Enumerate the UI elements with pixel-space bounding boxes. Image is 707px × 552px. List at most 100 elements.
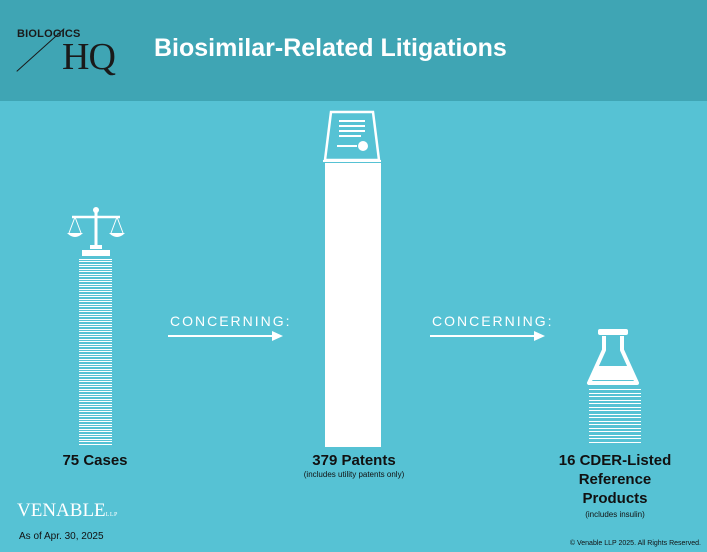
stack-line	[325, 290, 381, 291]
stack-line	[325, 296, 381, 297]
stack-line	[325, 351, 381, 352]
stack-line	[325, 178, 381, 180]
stack-line	[325, 217, 381, 219]
stack-line	[325, 384, 381, 386]
stack-line	[325, 300, 381, 302]
stack-line	[325, 333, 381, 335]
arrow-right-icon	[168, 331, 283, 341]
stack-line	[325, 288, 381, 290]
stack-line	[589, 417, 641, 418]
stack-line	[325, 418, 381, 420]
stack-line	[325, 249, 381, 251]
stack-line	[589, 424, 641, 425]
stack-line	[325, 305, 381, 306]
stack-line	[79, 368, 112, 370]
stack-line	[325, 221, 381, 223]
stack-line	[325, 342, 381, 343]
stack-line	[325, 244, 381, 246]
stack-line	[325, 258, 381, 260]
stack-line	[79, 276, 112, 278]
stack-line	[325, 230, 381, 232]
stack-line	[79, 333, 112, 335]
stack-line	[325, 280, 381, 282]
stack-line	[325, 220, 381, 222]
stack-line	[325, 232, 381, 234]
stack-line	[325, 396, 381, 398]
stack-line	[325, 240, 381, 241]
stack-line	[325, 366, 381, 368]
stack-line	[325, 163, 381, 164]
stack-line	[325, 330, 381, 332]
stack-line	[325, 368, 381, 369]
stack-line	[325, 293, 381, 294]
stack-line	[325, 243, 381, 244]
stack-line	[325, 369, 381, 370]
stack-line	[79, 303, 112, 305]
stack-line	[325, 190, 381, 192]
stack-line	[325, 282, 381, 283]
stack-line	[325, 255, 381, 256]
stack-line	[79, 408, 112, 410]
stack-line	[325, 240, 381, 242]
stack-line	[325, 274, 381, 276]
stack-line	[79, 391, 112, 393]
stack-line	[325, 333, 381, 334]
stack-line	[325, 287, 381, 288]
stack-line	[325, 169, 381, 171]
stack-line	[325, 298, 381, 300]
stack-line	[325, 433, 381, 435]
stack-line	[325, 387, 381, 388]
stack-line	[325, 426, 381, 428]
stack-line	[79, 331, 112, 333]
stack-line	[325, 322, 381, 324]
stack-line	[325, 324, 381, 325]
stack-line	[325, 276, 381, 277]
stack-line	[325, 318, 381, 319]
stack-line	[325, 426, 381, 427]
stack-line	[325, 226, 381, 228]
stack-line	[325, 419, 381, 420]
stack-line	[325, 423, 381, 424]
stack-line	[325, 321, 381, 322]
stack-line	[325, 247, 381, 249]
stack-line	[325, 237, 381, 239]
stack-line	[325, 219, 381, 221]
stack-line	[325, 175, 381, 177]
stack-line	[79, 328, 112, 330]
logo-hq-text: HQ	[62, 36, 116, 78]
stack-line	[79, 383, 112, 385]
stack-line	[325, 442, 381, 444]
stack-line	[325, 401, 381, 402]
page-title: Biosimilar-Related Litigations	[154, 34, 507, 62]
stack-line	[325, 312, 381, 314]
stack-line	[325, 393, 381, 394]
stack-line	[325, 267, 381, 269]
stack-line	[325, 390, 381, 392]
stack-line	[325, 186, 381, 188]
stack-line	[325, 372, 381, 373]
stack-line	[79, 358, 112, 360]
stack-line	[325, 398, 381, 399]
cases-line-stack	[79, 259, 112, 446]
stack-line	[325, 222, 381, 223]
stack-line	[325, 291, 381, 292]
stack-line	[325, 179, 381, 181]
stack-line	[325, 323, 381, 324]
stack-line	[325, 345, 381, 346]
stack-line	[325, 297, 381, 298]
stack-line	[325, 358, 381, 360]
stack-line	[325, 378, 381, 379]
stack-line	[79, 286, 112, 288]
stack-line	[79, 361, 112, 363]
stack-line	[79, 396, 112, 398]
stack-line	[325, 252, 381, 253]
stack-line	[79, 288, 112, 290]
stack-line	[325, 378, 381, 380]
stack-line	[325, 192, 381, 193]
stack-line	[325, 391, 381, 393]
stack-line	[325, 197, 381, 199]
stack-line	[325, 213, 381, 215]
stack-line	[589, 431, 641, 432]
stack-line	[325, 174, 381, 176]
stack-line	[325, 207, 381, 209]
